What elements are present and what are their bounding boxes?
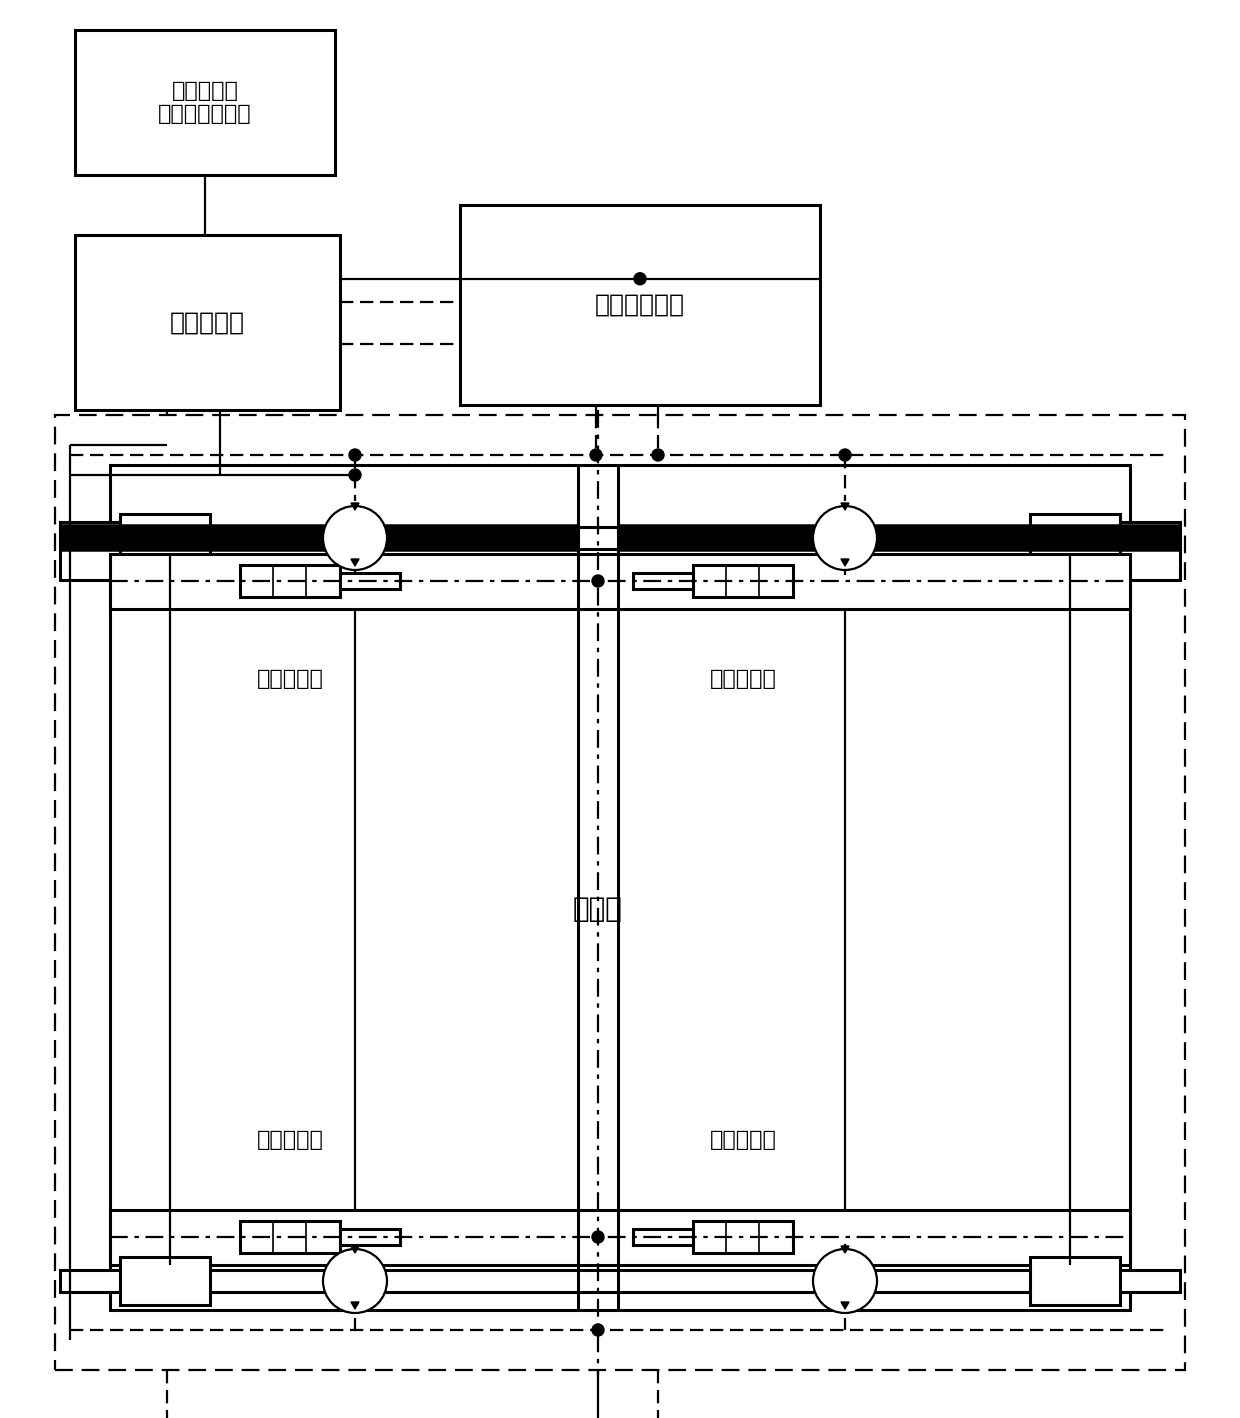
Polygon shape — [841, 1246, 849, 1254]
Bar — [110, 465, 1130, 1310]
Text: 径向作动器: 径向作动器 — [257, 669, 324, 689]
Bar — [120, 513, 210, 562]
Polygon shape — [351, 559, 360, 566]
Bar — [1030, 1256, 1120, 1305]
Circle shape — [322, 1249, 387, 1313]
Text: 转向架: 转向架 — [573, 895, 622, 923]
Bar — [74, 30, 335, 174]
Text: 径向控制器: 径向控制器 — [170, 311, 246, 335]
Bar — [110, 554, 1130, 608]
Polygon shape — [351, 503, 360, 510]
Polygon shape — [351, 1302, 360, 1309]
Circle shape — [590, 450, 601, 461]
Circle shape — [634, 272, 646, 285]
Circle shape — [348, 450, 361, 461]
Circle shape — [591, 576, 604, 587]
Circle shape — [652, 450, 663, 461]
Circle shape — [322, 506, 387, 570]
Text: 径向作动器: 径向作动器 — [257, 1130, 324, 1150]
Bar — [60, 527, 1180, 549]
Polygon shape — [841, 1302, 849, 1309]
Bar — [1100, 522, 1180, 580]
Circle shape — [813, 506, 877, 570]
Polygon shape — [841, 503, 849, 510]
Bar — [241, 1221, 340, 1254]
Circle shape — [591, 1231, 604, 1244]
Bar — [74, 235, 340, 410]
Circle shape — [591, 1324, 604, 1336]
Bar — [340, 573, 401, 588]
Bar — [340, 1229, 401, 1245]
Circle shape — [839, 450, 851, 461]
Polygon shape — [841, 559, 849, 566]
Bar — [60, 1271, 1180, 1292]
Bar — [632, 573, 693, 588]
Bar — [460, 206, 820, 406]
Bar — [241, 564, 340, 597]
Bar — [110, 1210, 1130, 1265]
Bar — [693, 564, 794, 597]
Bar — [632, 1229, 693, 1245]
Circle shape — [813, 1249, 877, 1313]
Text: 液压动力单元: 液压动力单元 — [595, 294, 684, 318]
Circle shape — [348, 469, 361, 481]
Text: 径向作动器: 径向作动器 — [709, 1130, 776, 1150]
Bar — [60, 522, 140, 580]
Bar — [55, 415, 1185, 1370]
Bar — [1030, 513, 1120, 562]
Bar — [693, 1221, 794, 1254]
Text: 径向作动器: 径向作动器 — [709, 669, 776, 689]
Text: 列车网络或
径向系统控制器: 列车网络或 径向系统控制器 — [159, 81, 252, 125]
Bar — [120, 1256, 210, 1305]
Polygon shape — [351, 1246, 360, 1254]
